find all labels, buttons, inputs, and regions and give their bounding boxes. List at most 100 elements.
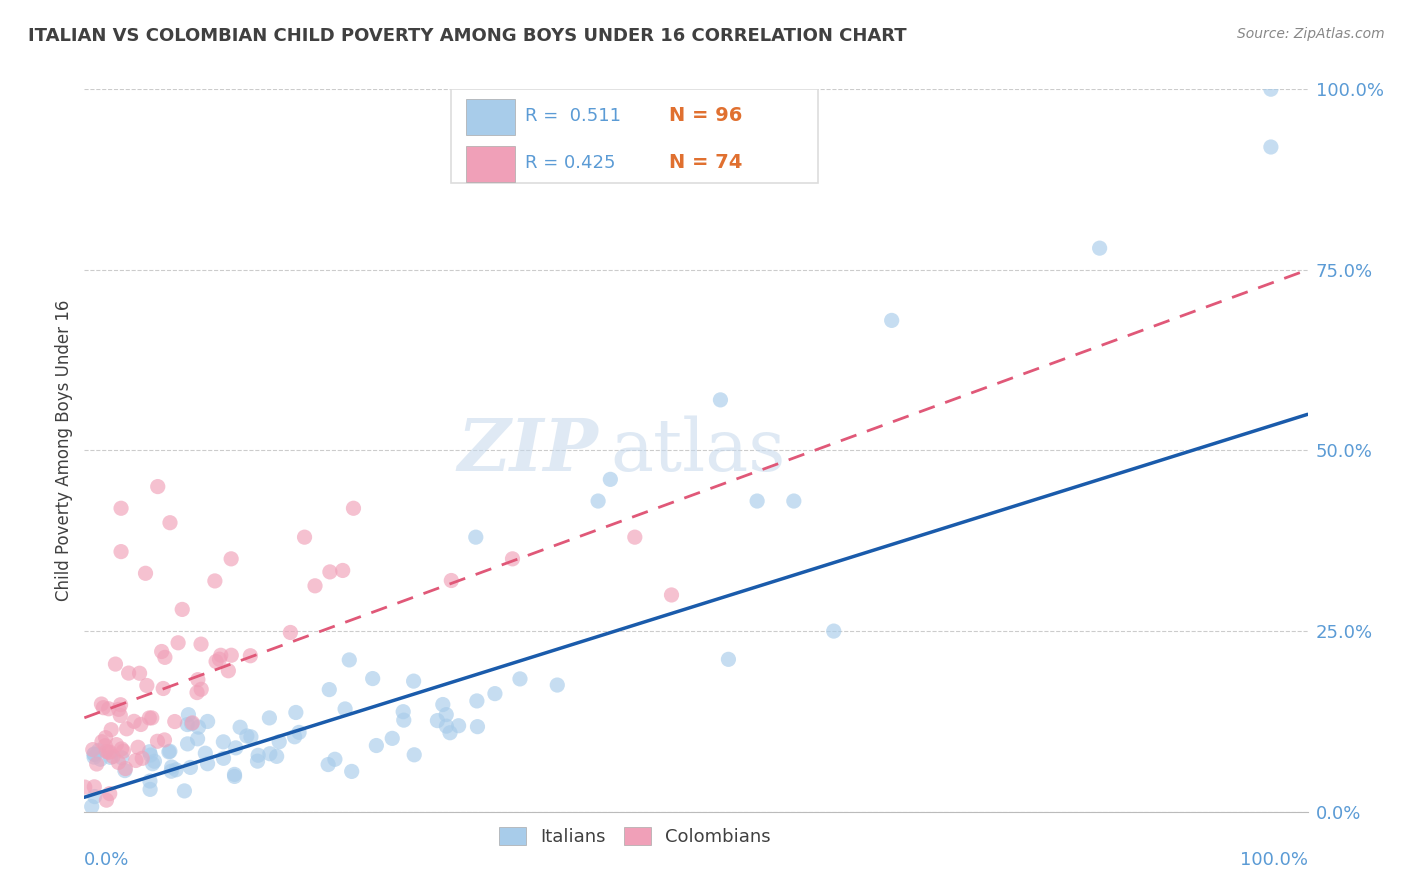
Point — [97, 745, 120, 759]
Point — [880, 313, 903, 327]
Point — [89, 752, 111, 766]
Point — [599, 472, 621, 486]
Point — [82, 742, 104, 756]
Point — [135, 566, 157, 581]
Point — [465, 694, 488, 708]
Point — [110, 698, 132, 712]
Point — [440, 574, 463, 588]
Point — [110, 742, 132, 756]
Point — [266, 749, 288, 764]
Point — [142, 756, 165, 771]
Point — [190, 682, 212, 697]
Point — [96, 793, 118, 807]
Point — [709, 392, 731, 407]
Text: R =  0.511: R = 0.511 — [524, 107, 620, 125]
Point — [112, 744, 135, 758]
Point — [110, 708, 132, 723]
Text: Source: ZipAtlas.com: Source: ZipAtlas.com — [1237, 27, 1385, 41]
Point — [177, 707, 200, 722]
Point — [139, 782, 162, 797]
Point — [208, 652, 231, 666]
Point — [107, 702, 129, 716]
Point — [159, 516, 181, 530]
Point — [73, 780, 96, 794]
Point — [280, 625, 302, 640]
Point — [332, 564, 354, 578]
Point — [239, 648, 262, 663]
Point — [225, 740, 247, 755]
Point — [236, 729, 259, 743]
Point — [138, 711, 160, 725]
Point — [181, 715, 204, 730]
Point — [1088, 241, 1111, 255]
Point — [197, 756, 219, 771]
Point — [131, 751, 153, 765]
Point — [83, 750, 105, 764]
Point — [180, 716, 202, 731]
Point — [146, 480, 169, 494]
Point — [392, 713, 415, 727]
Point — [204, 574, 226, 588]
Point — [139, 774, 162, 789]
Point — [110, 544, 132, 558]
Point — [172, 602, 194, 616]
Point — [432, 698, 454, 712]
Point — [115, 722, 138, 736]
Point — [83, 747, 105, 762]
Point — [333, 702, 356, 716]
Point — [402, 674, 425, 689]
Point — [153, 733, 176, 747]
Point — [139, 747, 162, 762]
Point — [229, 720, 252, 734]
Point — [186, 685, 208, 699]
Point — [502, 551, 524, 566]
Point — [586, 494, 609, 508]
Point — [98, 745, 121, 759]
Point — [187, 731, 209, 746]
Point — [97, 702, 120, 716]
Text: ZIP: ZIP — [457, 415, 598, 486]
Point — [105, 738, 128, 752]
Point — [219, 551, 242, 566]
Point — [294, 530, 316, 544]
Point — [110, 501, 132, 516]
Point — [83, 789, 105, 804]
Point — [153, 650, 176, 665]
Point — [209, 648, 232, 663]
Point — [219, 648, 242, 663]
Point — [434, 707, 457, 722]
Point — [143, 754, 166, 768]
FancyBboxPatch shape — [465, 99, 515, 136]
Point — [747, 494, 769, 508]
Legend: Italians, Colombians: Italians, Colombians — [492, 820, 778, 854]
Point — [129, 717, 152, 731]
Point — [127, 740, 149, 755]
Point — [259, 711, 281, 725]
Point — [340, 764, 363, 779]
Point — [484, 687, 506, 701]
Point — [96, 744, 118, 758]
Point — [98, 787, 121, 801]
Point — [165, 763, 187, 777]
Point — [194, 746, 217, 760]
Point — [100, 750, 122, 764]
Point — [152, 681, 174, 696]
FancyBboxPatch shape — [451, 89, 818, 183]
Point — [87, 743, 110, 757]
Point — [269, 735, 291, 749]
Point — [392, 705, 415, 719]
Point — [426, 714, 449, 728]
Point — [661, 588, 683, 602]
Point — [114, 762, 136, 776]
Point — [90, 697, 112, 711]
Point — [239, 730, 262, 744]
Point — [323, 752, 346, 766]
Point — [187, 673, 209, 687]
Point — [246, 754, 269, 768]
Point — [717, 652, 740, 666]
Point — [783, 494, 806, 508]
Point — [80, 799, 103, 814]
Point — [224, 767, 246, 781]
Point — [361, 672, 384, 686]
Point — [83, 780, 105, 794]
